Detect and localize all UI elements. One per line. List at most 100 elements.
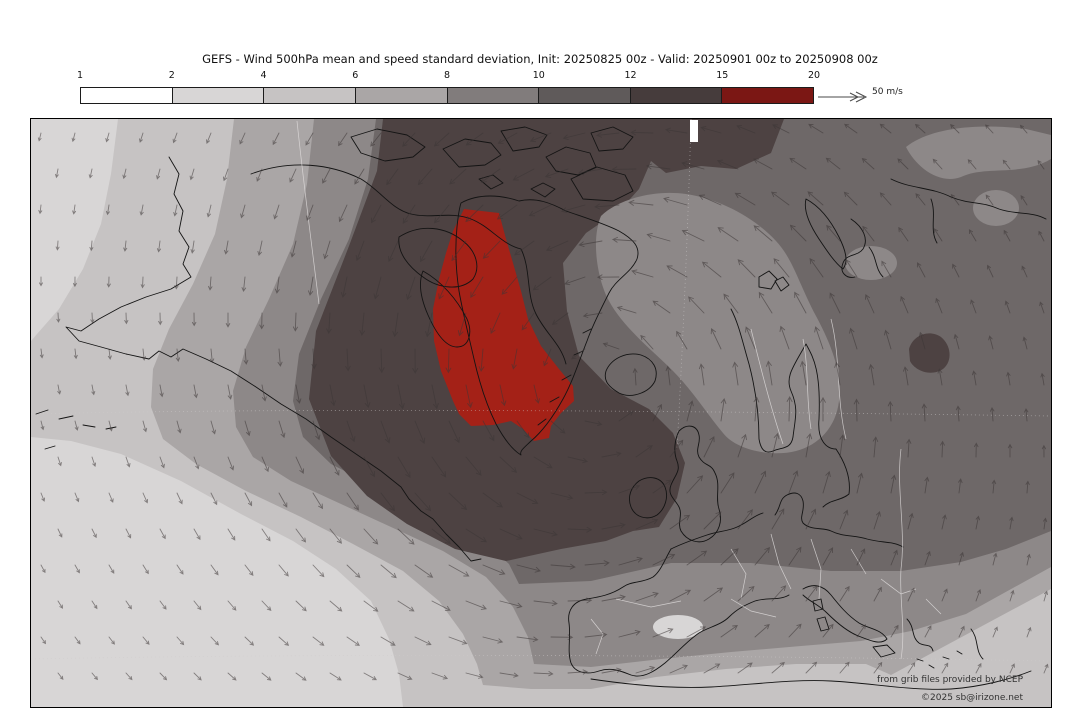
- wind-arrow-icon: [438, 276, 450, 300]
- colorbar: 1 2 4 6 8 10 12 15 20: [77, 70, 820, 106]
- wind-arrow-icon: [378, 348, 385, 374]
- coast-iceland: [604, 353, 657, 396]
- wind-arrow-icon: [873, 661, 883, 674]
- colorbar-segment: [630, 88, 723, 103]
- wind-arrow-icon: [686, 400, 694, 422]
- wind-arrow-icon: [596, 132, 620, 138]
- wind-arrow-icon: [107, 348, 112, 360]
- wind-arrow-icon: [142, 564, 149, 575]
- wind-arrow-icon: [853, 398, 860, 422]
- wind-arrow-icon: [295, 528, 307, 543]
- wind-arrow-icon: [582, 312, 603, 318]
- wind-arrow-icon: [864, 293, 875, 314]
- wind-scale-label: 50 m/s: [872, 87, 903, 97]
- wind-arrow-icon: [448, 636, 468, 645]
- coast-aleutians: [35, 409, 117, 450]
- wind-arrow-icon: [322, 168, 331, 184]
- wind-arrow-icon: [323, 240, 331, 260]
- wind-arrow-icon: [985, 194, 994, 206]
- wind-arrow-icon: [125, 384, 130, 397]
- coast-italy: [802, 585, 888, 643]
- wind-arrow-icon: [278, 420, 286, 439]
- wind-arrow-icon: [916, 262, 926, 278]
- wind-arrow-icon: [839, 434, 846, 458]
- wind-arrow-icon: [478, 348, 485, 373]
- wind-arrow-icon: [158, 312, 163, 326]
- wind-arrow-icon: [652, 628, 674, 638]
- wind-arrow-icon: [414, 492, 432, 512]
- wind-arrow-icon: [631, 269, 654, 278]
- wind-arrow-icon: [1007, 443, 1013, 458]
- colorbar-segment: [539, 88, 631, 103]
- wind-arrow-icon: [665, 127, 688, 134]
- wind-arrow-icon: [808, 123, 824, 134]
- wind-arrow-icon: [499, 456, 518, 473]
- wind-arrow-icon: [970, 299, 977, 314]
- wind-arrow-icon: [584, 632, 608, 638]
- wind-arrow-icon: [737, 662, 753, 674]
- wind-arrow-icon: [516, 492, 539, 504]
- wind-arrow-icon: [829, 292, 841, 314]
- wind-arrow-icon: [669, 439, 684, 458]
- wind-arrow-icon: [363, 600, 379, 612]
- wind-arrow-icon: [873, 586, 882, 602]
- wind-arrow-icon: [924, 550, 931, 566]
- wind-arrow-icon: [345, 348, 351, 372]
- wind-arrow-icon: [363, 456, 375, 478]
- colorbar-tick-label: 10: [532, 70, 545, 81]
- colorbar-tick-label: 8: [443, 70, 451, 81]
- wind-arrow-icon: [843, 191, 858, 206]
- wind-arrow-icon: [618, 556, 644, 566]
- wind-arrow-icon: [1006, 371, 1011, 386]
- wind-arrow-icon: [550, 634, 574, 640]
- wind-arrows: [37, 123, 1049, 681]
- wind-arrow-icon: [734, 192, 756, 206]
- coast-greece-aegean: [906, 618, 984, 669]
- wind-arrow-icon: [868, 363, 875, 386]
- wind-arrow-icon: [844, 123, 858, 134]
- wind-arrow-icon: [272, 132, 280, 146]
- wind-arrow-icon: [545, 240, 569, 252]
- wind-arrow-icon: [1009, 663, 1015, 674]
- wind-arrow-icon: [206, 204, 212, 218]
- wind-arrow-icon: [571, 348, 586, 360]
- wind-arrow-icon: [550, 420, 566, 434]
- wind-arrow-icon: [856, 472, 864, 494]
- wind-arrow-icon: [124, 312, 129, 325]
- wind-arrow-icon: [105, 204, 110, 216]
- wind-arrow-icon: [159, 456, 165, 469]
- wind-arrow-icon: [720, 397, 727, 422]
- wind-arrow-icon: [771, 432, 780, 458]
- wind-arrow-icon: [355, 240, 365, 262]
- wind-arrow-icon: [123, 240, 128, 252]
- wind-arrow-icon: [745, 326, 756, 350]
- wind-arrow-icon: [686, 475, 704, 494]
- wind-arrow-icon: [601, 667, 622, 674]
- wind-arrow-icon: [663, 196, 688, 206]
- wind-arrow-icon: [72, 276, 77, 288]
- wind-arrow-icon: [937, 368, 943, 386]
- wind-arrow-icon: [244, 492, 253, 507]
- coast-denmark-baltic: [774, 492, 904, 548]
- wind-arrow-icon: [72, 204, 77, 215]
- wind-arrow-icon: [289, 168, 297, 183]
- wind-arrow-icon: [261, 384, 267, 402]
- wind-arrow-icon: [924, 625, 932, 638]
- wind-arrow-icon: [295, 384, 302, 404]
- wind-arrow-icon: [628, 199, 654, 206]
- wind-arrow-icon: [786, 396, 793, 422]
- wind-arrow-icon: [669, 664, 688, 674]
- wind-arrow-icon: [295, 600, 307, 612]
- wind-arrow-icon: [577, 168, 603, 176]
- wind-arrow-icon: [789, 157, 807, 170]
- wind-arrow-icon: [224, 240, 229, 255]
- wind-arrow-icon: [703, 511, 722, 530]
- wind-arrow-icon: [567, 526, 593, 533]
- wind-arrow-icon: [544, 168, 569, 179]
- wind-arrow-icon: [278, 492, 288, 508]
- wind-arrow-icon: [1026, 626, 1032, 638]
- map-canvas: from grib files provided by NCEP ©2025 s…: [30, 118, 1052, 708]
- wind-arrow-icon: [703, 587, 724, 602]
- wind-arrow-icon: [1022, 336, 1028, 350]
- wind-arrow-icon: [90, 312, 95, 324]
